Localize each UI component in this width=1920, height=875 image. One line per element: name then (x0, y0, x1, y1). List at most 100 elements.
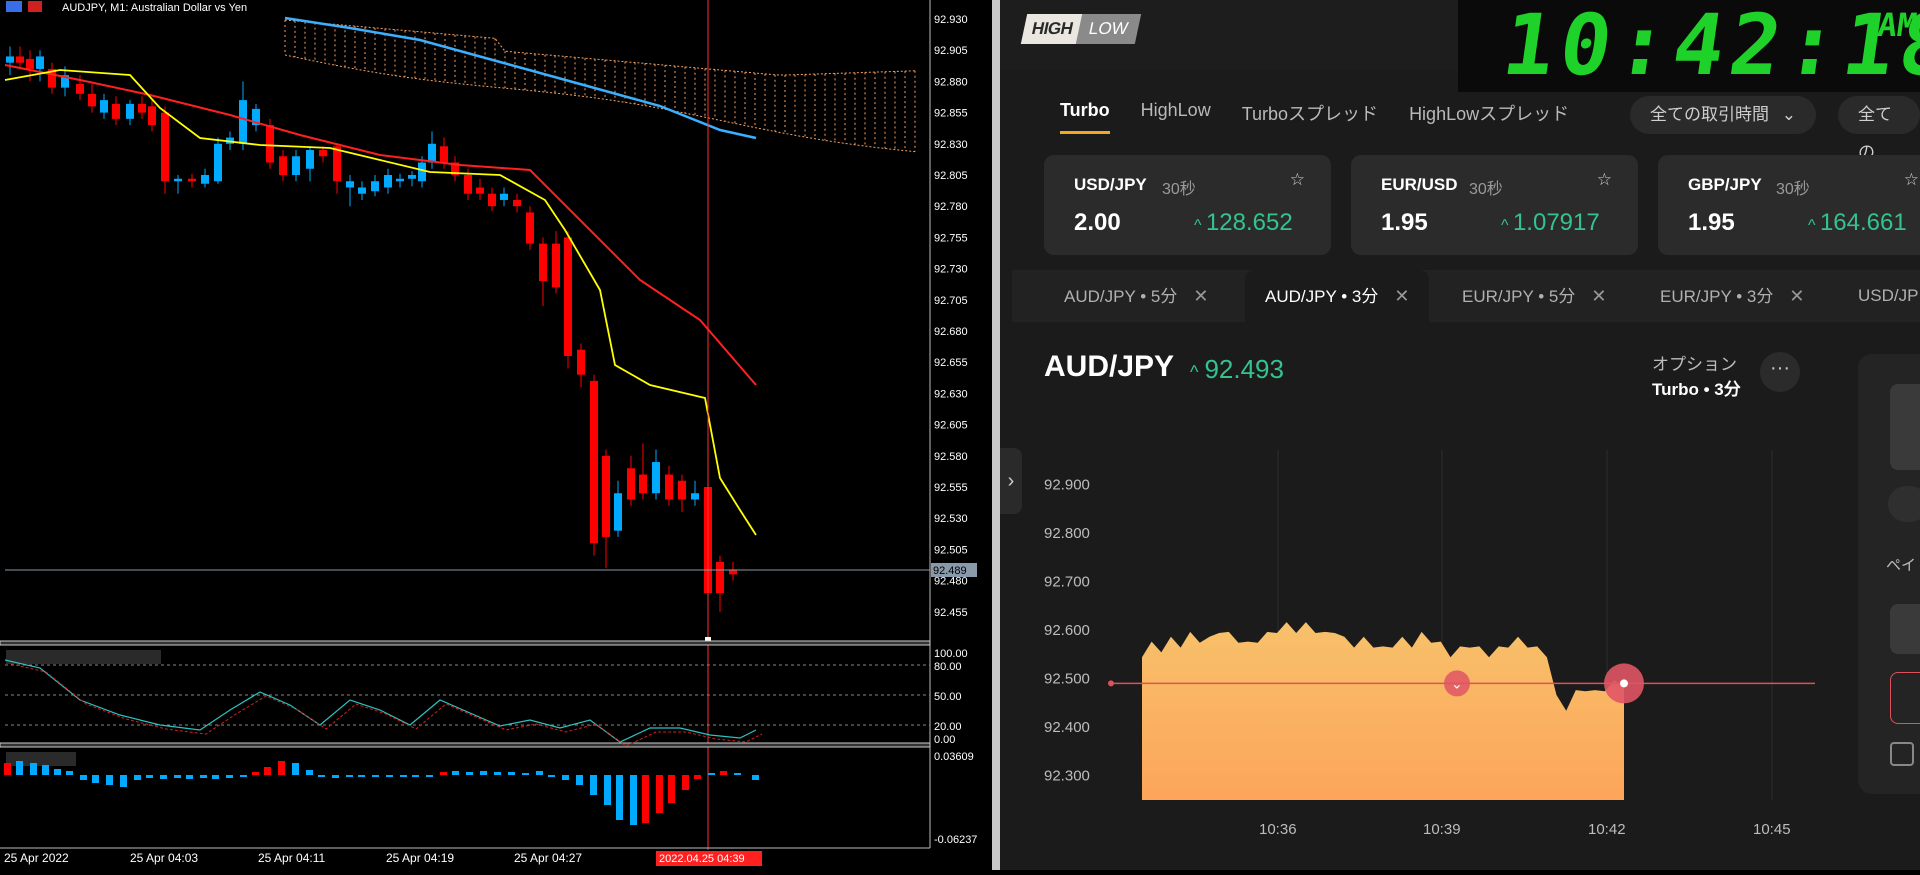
macd-bar (720, 771, 727, 775)
close-icon[interactable]: ✕ (1789, 286, 1805, 306)
current-price-dot (1620, 679, 1628, 688)
strike-start-dot (1108, 680, 1114, 687)
macd-bar (708, 773, 715, 775)
candle-body (500, 193, 508, 200)
candle-body (76, 83, 84, 94)
close-icon[interactable]: ✕ (1193, 286, 1209, 306)
candle-body (488, 193, 496, 207)
price-scale-label: 92.455 (934, 607, 968, 619)
macd-bar (212, 775, 219, 779)
mt4-chart-canvas[interactable]: AUDJPY, M1: Australian Dollar vs Yen 92.… (0, 0, 992, 870)
highlow-logo[interactable]: HIGH LOW (1020, 14, 1141, 44)
macd-bar (160, 775, 167, 779)
y-tick-label: 92.400 (1044, 719, 1090, 736)
candle-body (16, 56, 24, 63)
macd-bar (548, 775, 555, 777)
asset-tab[interactable]: AUD/JPY • 3分 ✕ (1245, 270, 1430, 322)
time-filter-label: 全ての取引時間 (1650, 105, 1769, 124)
macd-bar (656, 775, 663, 813)
macd-bar (752, 775, 759, 780)
tab-turbo-spread[interactable]: Turboスプレッド (1241, 104, 1379, 124)
tab-highlow[interactable]: HighLow (1140, 100, 1211, 120)
candle-body (440, 146, 448, 163)
macd-bar (42, 765, 49, 775)
macd-bar (226, 775, 233, 778)
asset-tab[interactable]: EUR/JPY • 5分 ✕ (1462, 270, 1606, 322)
candle-body (552, 243, 560, 288)
checkbox-icon[interactable] (1890, 742, 1914, 766)
macd-bar (278, 761, 285, 775)
candle-body (729, 569, 737, 575)
candle-body (306, 150, 314, 169)
candle-body (418, 162, 426, 182)
asset-card[interactable]: GBP/JPY 30秒 ☆ 1.95 ^ 164.661 (1658, 155, 1920, 255)
asset-tab-label: USD/JP (1858, 286, 1919, 305)
candle-body (148, 106, 156, 126)
macd-bar (372, 775, 379, 777)
chevron-right-icon[interactable]: › (1000, 448, 1022, 514)
time-highlight-box (656, 851, 762, 866)
second-filter-label: 全ての (1858, 105, 1892, 162)
asset-card[interactable]: USD/JPY 30秒 ☆ 2.00 ^ 128.652 (1044, 155, 1331, 255)
candle-body (6, 56, 14, 63)
tab-highlow-spread[interactable]: HighLowスプレッド (1409, 104, 1570, 124)
high-button[interactable] (1890, 604, 1920, 654)
card-price: ^ 164.661 (1808, 209, 1907, 237)
stoch-scale-100: 100.00 (934, 648, 968, 660)
more-options-button[interactable]: ··· (1760, 352, 1800, 392)
asset-tab[interactable]: EUR/JPY • 3分 ✕ (1660, 270, 1804, 322)
asset-tab-label: AUD/JPY • 5分 (1064, 287, 1178, 306)
close-icon[interactable]: ✕ (1394, 286, 1410, 306)
card-price: ^ 128.652 (1194, 209, 1293, 237)
candle-body (691, 493, 699, 500)
low-button[interactable] (1890, 672, 1920, 724)
candle-body (371, 181, 379, 192)
star-icon[interactable]: ☆ (1596, 170, 1612, 189)
candle-icon (28, 1, 42, 12)
candlesticks (6, 46, 737, 612)
price-scale-label: 92.480 (934, 576, 968, 588)
price-scale-label: 92.905 (934, 45, 968, 57)
candle-body (614, 493, 622, 531)
price-scale-label: 92.680 (934, 326, 968, 338)
tab-turbo[interactable]: Turbo (1060, 100, 1110, 134)
candle-body (526, 212, 534, 244)
time-label: 25 Apr 2022 (4, 851, 69, 865)
y-tick-label: 92.500 (1044, 671, 1090, 688)
price-chart[interactable]: 92.900 92.800 92.700 92.600 92.500 92.400 92.3… (1040, 440, 1870, 870)
macd-bar (318, 775, 325, 777)
amount-box[interactable] (1890, 384, 1920, 470)
amount-chip[interactable] (1888, 486, 1920, 522)
x-tick-label: 10:45 (1753, 821, 1791, 838)
card-price-value: 128.652 (1205, 209, 1293, 236)
price-scale-label: 92.730 (934, 264, 968, 276)
candle-body (319, 150, 327, 157)
window-divider[interactable] (992, 0, 1000, 870)
clock-time: 10:42:18 (1497, 0, 1920, 94)
asset-card[interactable]: EUR/USD 30秒 ☆ 1.95 ^ 1.07917 (1351, 155, 1638, 255)
time-filter-dropdown[interactable]: 全ての取引時間 ⌄ (1630, 96, 1816, 134)
candle-body (564, 237, 572, 356)
macd-bar (106, 775, 113, 785)
asset-tab[interactable]: AUD/JPY • 5分 ✕ (1064, 270, 1208, 322)
asset-title: AUD/JPY (1044, 350, 1175, 383)
candle-body (652, 462, 660, 494)
mt4-chart-window[interactable]: AUDJPY, M1: Australian Dollar vs Yen 92.… (0, 0, 992, 870)
red-moving-average (4, 64, 757, 386)
candle-body (292, 156, 300, 175)
second-filter-dropdown[interactable]: 全ての (1838, 96, 1920, 162)
candle-body (577, 349, 585, 375)
stoch-scale-50: 50.00 (934, 691, 962, 703)
asset-tab[interactable]: USD/JP (1858, 270, 1918, 322)
logo-part-low: LOW (1075, 14, 1141, 44)
candle-body (539, 243, 547, 282)
macd-bar (174, 775, 181, 778)
star-icon[interactable]: ☆ (1903, 170, 1919, 189)
card-duration: 30秒 (1162, 181, 1196, 198)
up-arrow-icon: ^ (1194, 217, 1206, 234)
macd-bar (240, 775, 247, 777)
subwindow-separator-2 (0, 742, 931, 748)
macd-bar (252, 772, 259, 775)
close-icon[interactable]: ✕ (1591, 286, 1607, 306)
star-icon[interactable]: ☆ (1289, 170, 1305, 189)
